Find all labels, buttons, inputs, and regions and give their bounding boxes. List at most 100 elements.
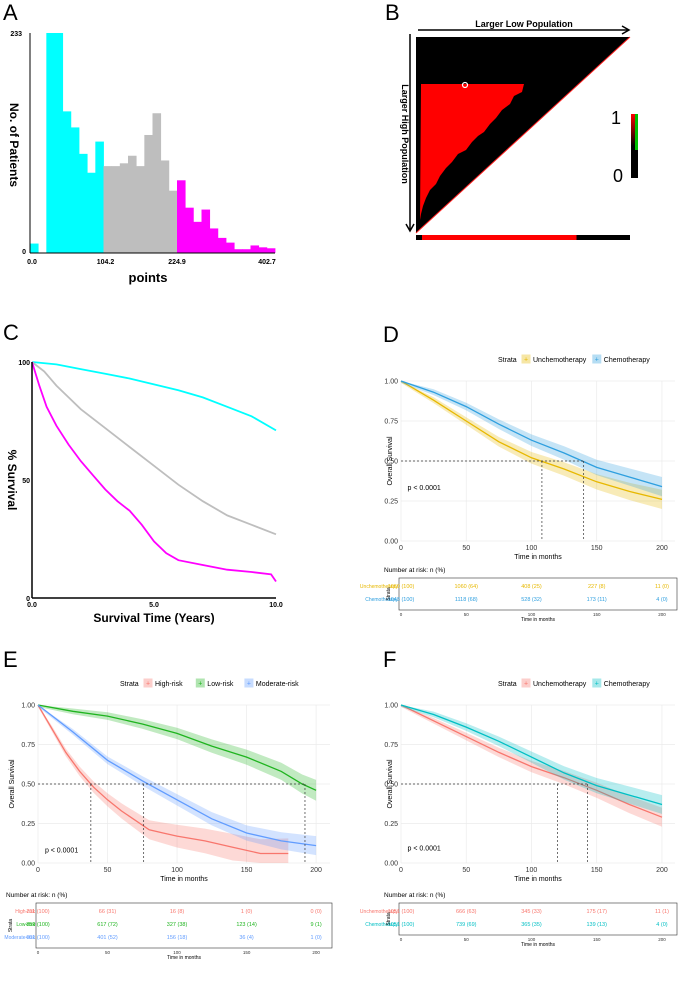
y-tick-label: 0.25 bbox=[21, 821, 35, 828]
p-value-label: p < 0.0001 bbox=[408, 485, 441, 492]
survival-line-Low-risk bbox=[37, 704, 317, 791]
x-axis-title: Time in months bbox=[514, 876, 562, 883]
histogram-bar bbox=[242, 249, 251, 253]
survival-line-low bbox=[31, 361, 277, 432]
y-axis-title: Overall Survival bbox=[387, 436, 394, 485]
legend-swatch-mark: + bbox=[198, 681, 202, 688]
risk-x-tick: 150 bbox=[593, 937, 601, 942]
risk-cell: 4 (0) bbox=[656, 922, 667, 928]
risk-table-frame bbox=[398, 577, 678, 611]
x-tick-label: 0.0 bbox=[27, 259, 37, 266]
risk-cell: 327 (38) bbox=[167, 922, 188, 928]
survival-line-high bbox=[31, 361, 277, 583]
y-tick-label: 0.50 bbox=[384, 459, 398, 466]
risk-cell: 365 (35) bbox=[521, 922, 542, 928]
histogram-bar bbox=[168, 190, 178, 253]
legend-swatch bbox=[592, 354, 602, 364]
histogram-bar bbox=[258, 247, 268, 253]
risk-cell: 227 (8) bbox=[588, 584, 606, 590]
risk-x-tick: 0 bbox=[400, 937, 403, 942]
histogram-bar bbox=[193, 221, 202, 253]
risk-row-name: Chemotherapy bbox=[365, 597, 398, 603]
histogram-bar bbox=[62, 111, 72, 253]
survival-line-Unchemotherapy bbox=[400, 704, 663, 818]
risk-x-title: Time in months bbox=[521, 617, 555, 623]
histogram-bar bbox=[152, 113, 162, 253]
histogram-bar bbox=[250, 245, 260, 253]
risk-table-ylabel: Strata bbox=[386, 912, 392, 926]
survival-line-Unchemotherapy bbox=[400, 380, 663, 501]
risk-cell: 11 (0) bbox=[655, 584, 669, 590]
x-tick-label: 0 bbox=[399, 867, 403, 874]
x-tick-label: 150 bbox=[591, 545, 603, 552]
panel-letter-a: A bbox=[3, 0, 18, 25]
legend-title: Strata bbox=[498, 357, 517, 364]
x-axis-title: Time in months bbox=[160, 876, 208, 883]
x-axis-title: Time in months bbox=[514, 554, 562, 561]
risk-cell: 156 (18) bbox=[167, 935, 188, 941]
y-axis-title: No. of Patients bbox=[7, 103, 21, 187]
risk-x-tick: 100 bbox=[528, 612, 536, 617]
x-tick-label: 0.0 bbox=[27, 602, 37, 609]
top-axis-label: Larger Low Population bbox=[475, 19, 573, 29]
confidence-band-Chemotherapy bbox=[401, 705, 662, 814]
confidence-band-Unchemotherapy bbox=[401, 381, 662, 509]
y-tick-label: 0 bbox=[26, 596, 30, 603]
histogram-bar bbox=[201, 209, 211, 253]
legend-label: High-risk bbox=[155, 681, 183, 688]
y-tick-label: 0.00 bbox=[384, 539, 398, 546]
histogram-bar bbox=[111, 166, 121, 253]
x-tick-label: 104.2 bbox=[97, 259, 115, 266]
legend-swatch bbox=[521, 354, 531, 364]
risk-x-tick: 50 bbox=[464, 937, 470, 942]
legend-colorbar-green bbox=[635, 114, 638, 178]
x-tick-label: 100 bbox=[526, 545, 538, 552]
risk-cell: 1060 (64) bbox=[454, 584, 478, 590]
y-tick-label: 100 bbox=[18, 360, 30, 367]
histogram-bar bbox=[226, 242, 235, 253]
bottom-bar-red-segment bbox=[422, 235, 577, 240]
x-axis-title: points bbox=[129, 270, 168, 285]
risk-cell: 66 (31) bbox=[99, 909, 117, 915]
legend-swatch-mark: + bbox=[595, 681, 599, 688]
side-arrowhead bbox=[405, 223, 415, 233]
risk-cell: 601 (100) bbox=[26, 935, 50, 941]
risk-x-tick: 150 bbox=[593, 612, 601, 617]
histogram-bar bbox=[79, 153, 88, 253]
panel-letter-d: D bbox=[383, 322, 399, 347]
histogram-bar bbox=[103, 166, 113, 253]
legend-label: Chemotherapy bbox=[604, 357, 650, 364]
panel-e-km-plot: Strata + High-risk + Low-risk + Moderate-risk 0… bbox=[4, 678, 333, 961]
x-tick-label: 150 bbox=[591, 867, 603, 874]
x-tick-label: 5.0 bbox=[149, 602, 159, 609]
histogram-bar bbox=[144, 134, 153, 253]
legend-label: Low-risk bbox=[207, 681, 234, 688]
risk-x-tick: 150 bbox=[243, 950, 251, 955]
x-tick-label: 0 bbox=[36, 867, 40, 874]
histogram-bar bbox=[209, 228, 219, 253]
panel-d-km-plot: Strata + Unchemotherapy + Chemotherapy 0.00 0.… bbox=[360, 354, 678, 623]
histogram-bar bbox=[266, 248, 276, 253]
risk-cell: 123 (14) bbox=[236, 922, 257, 928]
optimal-cutoff-marker bbox=[461, 81, 469, 89]
side-axis-label: Larger High Population bbox=[400, 84, 410, 184]
legend-swatch-mark: + bbox=[524, 681, 528, 688]
risk-table-frame bbox=[35, 902, 333, 949]
panel-b-heatmap: Larger Low Population Larger High Populat… bbox=[400, 19, 638, 240]
risk-cell: 1051 (100) bbox=[388, 909, 415, 915]
y-axis-title: % Survival bbox=[5, 450, 19, 511]
risk-x-tick: 100 bbox=[173, 950, 181, 955]
p-value-label: p < 0.0001 bbox=[45, 848, 78, 855]
y-tick-label: 1.00 bbox=[21, 703, 35, 710]
histogram-bar bbox=[54, 33, 64, 253]
y-tick-label: 50 bbox=[22, 478, 30, 485]
y-tick-label: 0.25 bbox=[384, 821, 398, 828]
histogram-bar bbox=[234, 249, 243, 253]
x-tick-label: 10.0 bbox=[269, 602, 283, 609]
risk-cell: 666 (63) bbox=[456, 909, 477, 915]
histogram-bar bbox=[177, 180, 186, 253]
legend-label: Unchemotherapy bbox=[533, 357, 587, 364]
heatmap-diagonal bbox=[415, 36, 631, 234]
risk-x-tick: 0 bbox=[400, 612, 403, 617]
risk-x-tick: 50 bbox=[464, 612, 470, 617]
